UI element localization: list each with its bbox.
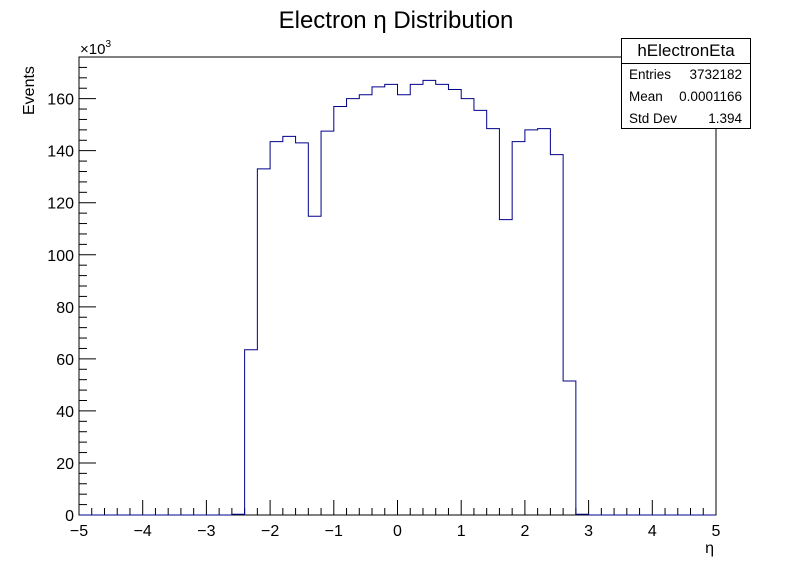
stats-value: 1.394 bbox=[708, 111, 742, 126]
x-tick-label: 5 bbox=[712, 523, 721, 540]
y-axis-label: Events bbox=[21, 66, 38, 115]
x-tick-label: 4 bbox=[648, 523, 657, 540]
y-multiplier: ×103 bbox=[80, 39, 111, 58]
y-tick-label: 100 bbox=[47, 248, 74, 265]
x-tick-label: 1 bbox=[457, 523, 466, 540]
stats-value: 3732182 bbox=[689, 67, 742, 82]
y-tick-label: 40 bbox=[56, 404, 74, 421]
y-tick-label: 140 bbox=[47, 144, 74, 161]
y-tick-label: 60 bbox=[56, 352, 74, 369]
y-tick-label: 120 bbox=[47, 196, 74, 213]
x-tick-label: 0 bbox=[393, 523, 402, 540]
x-tick-label: −5 bbox=[70, 523, 88, 540]
histogram-series bbox=[79, 79, 716, 516]
axes-group: −5 −4 −3 −2 −1 0 1 2 3 4 5 0 20 40 60 80 100 120 140 160 bbox=[47, 56, 721, 540]
stats-row-entries: Entries 3732182 bbox=[622, 64, 750, 86]
chart-title: Electron η Distribution bbox=[279, 7, 514, 34]
x-tick-label: −4 bbox=[134, 523, 152, 540]
stats-row-mean: Mean 0.0001166 bbox=[622, 86, 750, 108]
x-tick-label: 2 bbox=[520, 523, 529, 540]
stats-label: Entries bbox=[629, 67, 672, 82]
stats-row-stddev: Std Dev 1.394 bbox=[622, 108, 750, 130]
stats-box: hElectronEta Entries 3732182 Mean 0.0001… bbox=[621, 38, 751, 129]
stats-title: hElectronEta bbox=[622, 39, 750, 64]
y-tick-label: 80 bbox=[56, 300, 74, 317]
stats-value: 0.0001166 bbox=[679, 89, 742, 104]
x-tick-label: −1 bbox=[325, 523, 343, 540]
y-tick-label: 0 bbox=[65, 508, 74, 525]
x-tick-label: 3 bbox=[584, 523, 593, 540]
x-tick-label: −2 bbox=[261, 523, 279, 540]
y-tick-label: 20 bbox=[56, 456, 74, 473]
stats-label: Std Dev bbox=[629, 111, 678, 126]
x-axis-label: η bbox=[705, 540, 714, 557]
x-tick-label: −3 bbox=[197, 523, 215, 540]
y-tick-label: 160 bbox=[47, 92, 74, 109]
stats-label: Mean bbox=[629, 89, 663, 104]
